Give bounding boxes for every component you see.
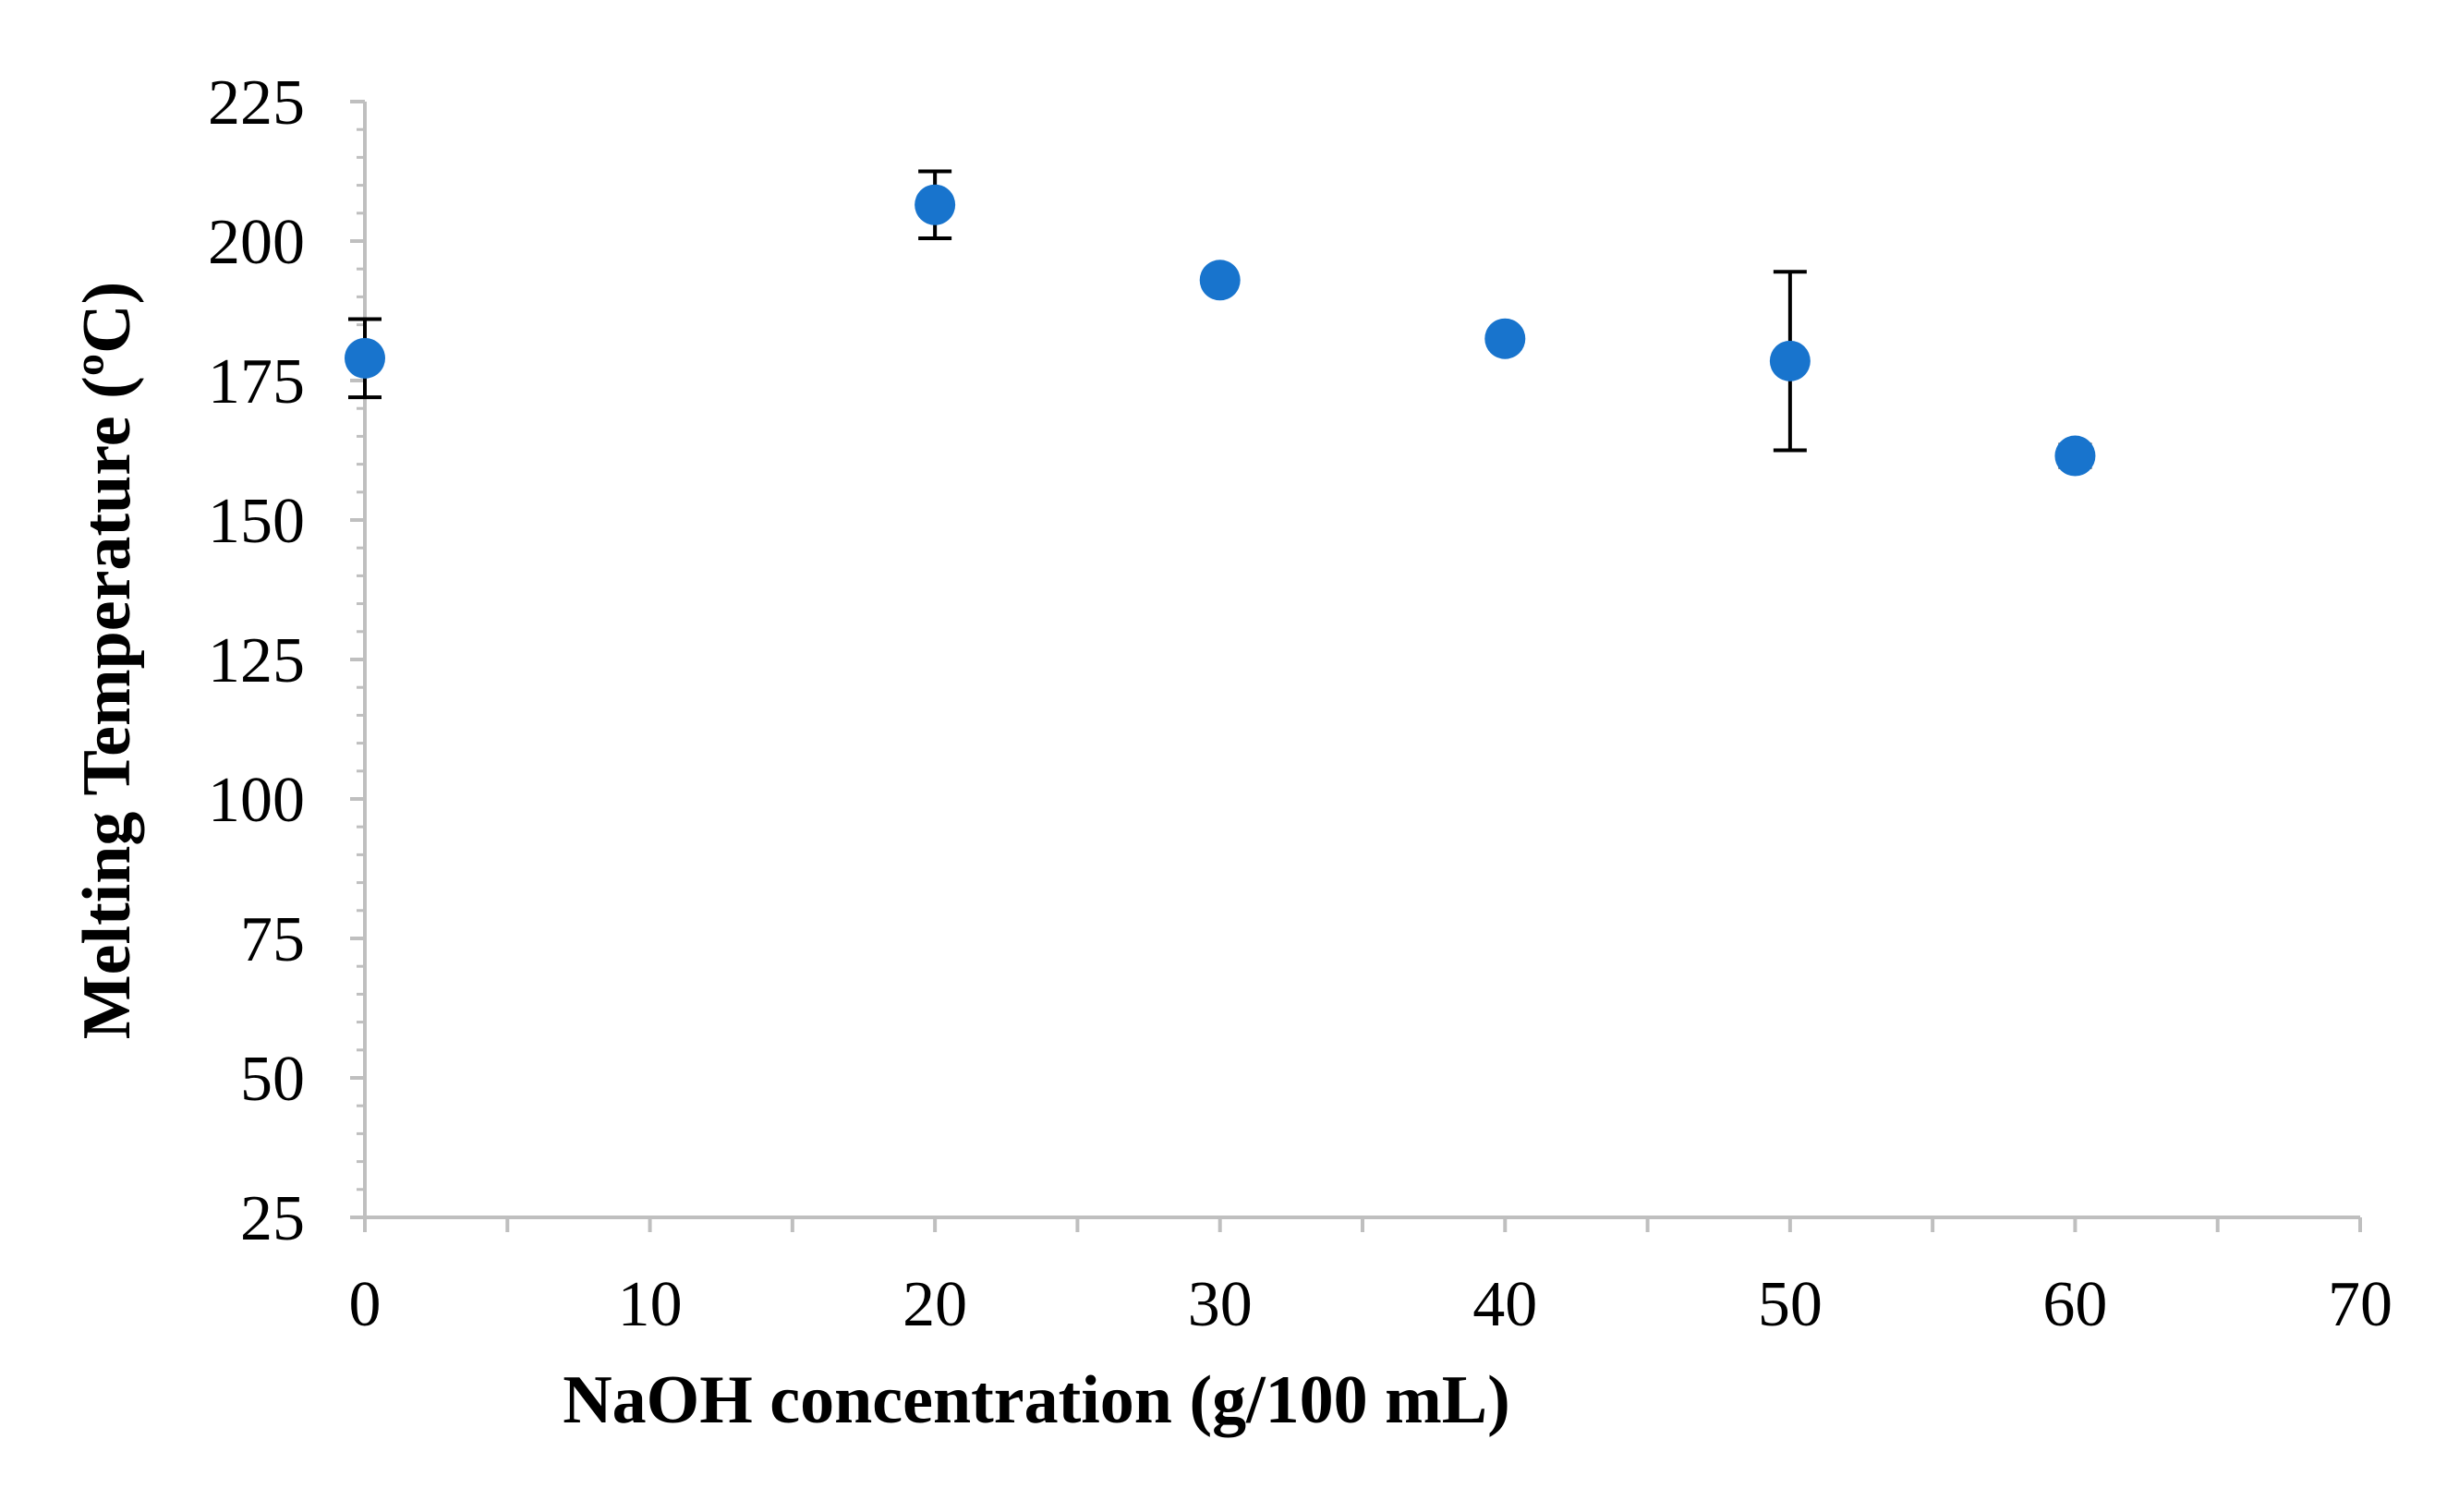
y-axis-title: Melting Temperature (ºC) [69, 282, 145, 1039]
y-tick-label: 150 [208, 486, 305, 557]
data-point [345, 337, 385, 379]
x-axis-title: NaOH concentration (g/100 mL) [563, 1362, 1510, 1438]
y-tick-label: 50 [240, 1044, 305, 1115]
x-tick-label: 40 [1472, 1269, 1537, 1340]
x-tick-label: 60 [2042, 1269, 2107, 1340]
x-tick-label: 70 [2328, 1269, 2392, 1340]
x-tick-label: 0 [349, 1269, 382, 1340]
data-point [1199, 260, 1241, 301]
data-point [1484, 318, 1526, 359]
data-point [2054, 435, 2096, 477]
y-tick-label: 175 [208, 346, 305, 417]
axes-layer [363, 102, 2360, 1219]
x-tick-label: 20 [902, 1269, 967, 1340]
y-tick-label: 100 [208, 765, 305, 836]
data-point [915, 184, 956, 225]
x-tick-label: 30 [1188, 1269, 1253, 1340]
y-tick-label: 25 [240, 1183, 305, 1254]
data-points-layer [345, 184, 2096, 477]
errorbar-layer [348, 169, 2092, 469]
y-tick-label: 75 [240, 904, 305, 975]
data-point [1769, 340, 1811, 381]
tick-layer: 25 50 75 100 125 150 175 200 225 0 10 20 30 40 50 60 70 [208, 67, 2392, 1340]
y-tick-label: 225 [208, 67, 305, 139]
y-tick-label: 125 [208, 625, 305, 696]
x-tick-label: 10 [618, 1269, 683, 1340]
y-tick-label: 200 [208, 207, 305, 278]
x-tick-label: 50 [1758, 1269, 1823, 1340]
